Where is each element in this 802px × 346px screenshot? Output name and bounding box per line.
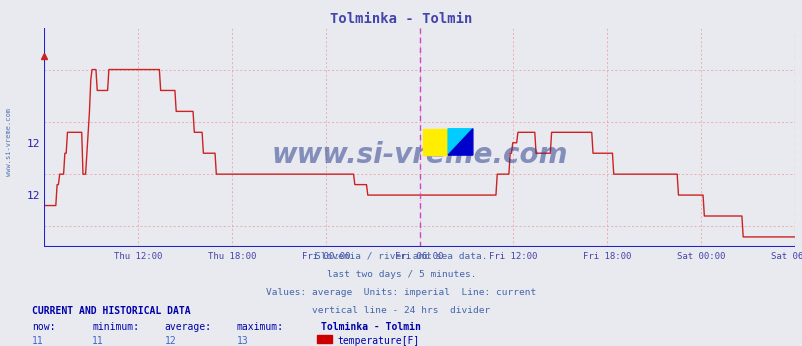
Text: 13: 13 <box>237 336 249 346</box>
Text: vertical line - 24 hrs  divider: vertical line - 24 hrs divider <box>312 306 490 315</box>
Text: last two days / 5 minutes.: last two days / 5 minutes. <box>326 270 476 279</box>
Text: temperature[F]: temperature[F] <box>337 336 419 346</box>
Text: www.si-vreme.com: www.si-vreme.com <box>271 141 567 169</box>
Text: now:: now: <box>32 322 55 332</box>
Polygon shape <box>448 129 472 155</box>
Text: Values: average  Units: imperial  Line: current: Values: average Units: imperial Line: cu… <box>266 288 536 297</box>
Text: 11: 11 <box>92 336 104 346</box>
Text: 11: 11 <box>32 336 44 346</box>
Text: Tolminka - Tolmin: Tolminka - Tolmin <box>321 322 420 332</box>
Polygon shape <box>448 129 472 155</box>
Text: Tolminka - Tolmin: Tolminka - Tolmin <box>330 12 472 26</box>
Text: 12: 12 <box>164 336 176 346</box>
Text: maximum:: maximum: <box>237 322 284 332</box>
Text: www.si-vreme.com: www.si-vreme.com <box>6 108 12 176</box>
Text: average:: average: <box>164 322 212 332</box>
Text: minimum:: minimum: <box>92 322 140 332</box>
Text: CURRENT AND HISTORICAL DATA: CURRENT AND HISTORICAL DATA <box>32 306 191 316</box>
Bar <box>423 129 448 155</box>
Text: Slovenia / river and sea data.: Slovenia / river and sea data. <box>315 252 487 261</box>
